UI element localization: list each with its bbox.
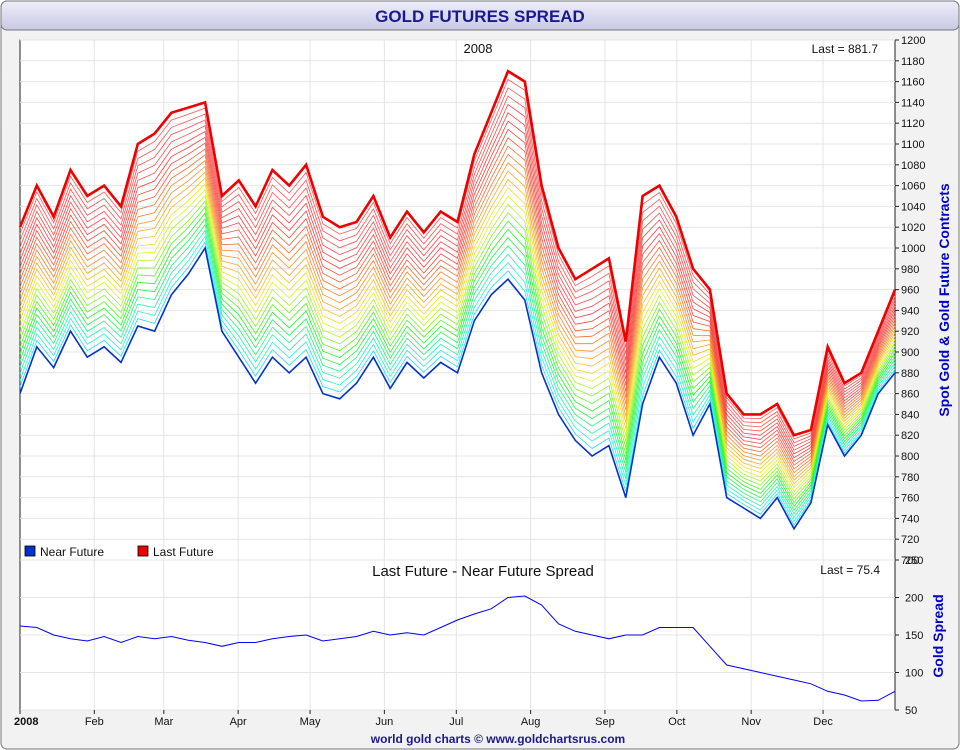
x-axis-ticks: 2008 Feb Mar Apr May Jun Jul Aug Sep Oct Nov Dec (14, 710, 833, 728)
footer-credit: world gold charts © www.goldchartsrus.co… (370, 732, 625, 746)
contract-band-line (19, 137, 896, 466)
contract-band-line (19, 241, 896, 526)
main-y-tick-label: 1100 (901, 139, 925, 151)
contract-band-line (19, 162, 896, 478)
contract-band-line (19, 177, 896, 485)
x-tick-label: Nov (741, 716, 761, 728)
contract-band-line (19, 206, 896, 504)
contract-band-line (19, 95, 896, 447)
main-y-tick-label: 740 (901, 513, 919, 525)
main-y-axis-ticks: 700 720 740 760 780 800 820 840 860 880 900 920 940 9… (895, 35, 925, 567)
spread-subtitle: Last Future - Near Future Spread (372, 563, 594, 580)
main-y-tick-label: 900 (901, 347, 919, 359)
x-tick-label: Jun (376, 716, 394, 728)
main-y-tick-label: 1200 (901, 35, 925, 47)
main-y-tick-label: 1040 (901, 201, 925, 213)
main-y-tick-label: 760 (901, 493, 919, 505)
main-last-annotation: Last = 881.7 (812, 42, 879, 56)
main-y-tick-label: 860 (901, 389, 919, 401)
main-y-tick-label: 960 (901, 285, 919, 297)
contract-band-line (19, 183, 896, 489)
x-tick-label: Aug (521, 716, 541, 728)
contract-band-line (19, 128, 896, 462)
main-y-tick-label: 1020 (901, 222, 925, 234)
contract-band-line (19, 229, 896, 519)
main-y-tick-label: 1060 (901, 181, 925, 193)
x-tick-label: Dec (813, 716, 833, 728)
contract-band-line (19, 170, 896, 481)
main-y-tick-label: 980 (901, 264, 919, 276)
spread-series (19, 595, 896, 702)
x-tick-label: Oct (668, 716, 685, 728)
main-y-tick-label: 940 (901, 305, 919, 317)
main-y-tick-label: 1140 (901, 97, 925, 109)
legend-swatch-last (137, 545, 149, 557)
main-y-tick-label: 880 (901, 368, 919, 380)
spread-y-axis-ticks: 50 100 150 200 250 (895, 555, 923, 717)
main-y-tick-label: 800 (901, 451, 919, 463)
x-tick-label: Mar (154, 716, 173, 728)
spread-y-tick-label: 250 (905, 555, 923, 567)
contract-band-line (19, 87, 896, 444)
contract-band-line (19, 103, 896, 451)
futures-band-lines (19, 78, 896, 526)
main-y-tick-label: 1080 (901, 160, 925, 172)
main-y-tick-label: 840 (901, 409, 919, 421)
contract-band-line (19, 212, 896, 508)
x-tick-label: Jul (449, 716, 463, 728)
main-y-tick-label: 1180 (901, 56, 925, 68)
main-y-tick-label: 700 (901, 555, 919, 567)
main-y-tick-label: 1160 (901, 77, 925, 89)
spread-y-axis-label: Gold Spread (930, 594, 946, 677)
x-tick-label: Apr (230, 716, 247, 728)
contract-band-line (19, 188, 896, 493)
contract-band-line (19, 112, 896, 455)
near-future-line (19, 245, 896, 531)
spread-y-tick-label: 50 (905, 705, 917, 717)
spread-y-tick-label: 200 (905, 593, 923, 605)
main-y-tick-label: 920 (901, 326, 919, 338)
legend-swatch-near (24, 545, 36, 557)
contract-band-line (19, 120, 896, 459)
last-future-line (18, 69, 897, 437)
contract-band-line (19, 145, 896, 470)
legend-label-near: Near Future (40, 545, 104, 559)
main-series (18, 69, 897, 531)
x-tick-label: Feb (85, 716, 104, 728)
x-tick-label: Sep (595, 716, 615, 728)
spread-gridlines (20, 559, 895, 711)
main-subtitle: 2008 (464, 41, 493, 56)
main-y-tick-label: 780 (901, 472, 919, 484)
chart-title: GOLD FUTURES SPREAD (375, 7, 585, 26)
contract-band-line (19, 200, 896, 500)
legend: Near Future Last Future (24, 545, 214, 559)
contract-band-line (19, 194, 896, 496)
contract-band-line (19, 223, 896, 515)
spread-last-annotation: Last = 75.4 (820, 563, 880, 577)
main-y-axis-label: Spot Gold & Gold Future Contracts (936, 183, 952, 417)
spread-line (19, 595, 896, 702)
x-tick-label: 2008 (14, 716, 38, 728)
main-y-tick-label: 720 (901, 534, 919, 546)
contract-band-line (19, 78, 896, 440)
main-y-tick-label: 1120 (901, 118, 925, 130)
spread-y-tick-label: 100 (905, 668, 923, 680)
contract-band-line (19, 153, 896, 474)
main-y-tick-label: 820 (901, 430, 919, 442)
x-tick-label: May (300, 716, 321, 728)
contract-band-line (19, 217, 896, 511)
title-bar (0, 0, 960, 31)
legend-label-last: Last Future (153, 545, 214, 559)
contract-band-line (19, 235, 896, 523)
spread-y-tick-label: 150 (905, 630, 923, 642)
main-y-tick-label: 1000 (901, 243, 925, 255)
